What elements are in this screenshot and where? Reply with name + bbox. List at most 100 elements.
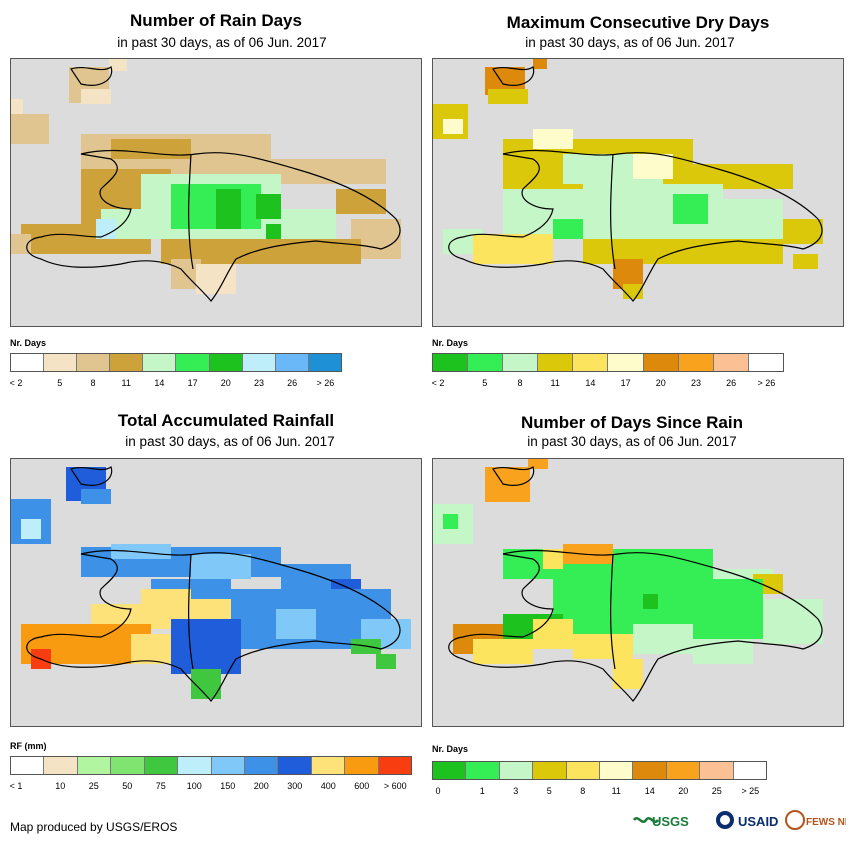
rain-days-title: Number of Rain Days bbox=[130, 11, 302, 30]
days-since-map-svg bbox=[433, 459, 823, 702]
rainfall-legend-label: 25 bbox=[88, 781, 99, 791]
days-since-legend-swatch bbox=[533, 762, 567, 779]
rain-days-legend-bar bbox=[10, 353, 342, 372]
rain-days-legend-swatch bbox=[209, 354, 243, 371]
usgs-logo: USGS bbox=[632, 814, 689, 829]
rain-days-legend-swatch bbox=[11, 354, 45, 371]
rain-days-legend-swatch bbox=[44, 354, 78, 371]
days-since-legend-swatch bbox=[433, 762, 467, 779]
days-since-coastline bbox=[448, 466, 823, 702]
dry-days-legend-label: 17 bbox=[620, 378, 631, 388]
rain-days-legend-label: 20 bbox=[220, 378, 231, 388]
dry-days-legend-label: 5 bbox=[482, 378, 488, 388]
rain-days-legend-swatch bbox=[275, 354, 309, 371]
dry-days-legend-label: < 2 bbox=[431, 378, 445, 388]
days-since-legend-swatch bbox=[566, 762, 601, 779]
days-since-legend-bar bbox=[432, 761, 767, 780]
days-since-legend-swatch bbox=[733, 762, 767, 779]
days-since-cells bbox=[433, 459, 823, 689]
rain-days-cells bbox=[11, 59, 401, 294]
rainfall-legend-swatch bbox=[178, 757, 212, 774]
days-since-legend-swatch bbox=[666, 762, 701, 779]
rainfall-cells bbox=[11, 467, 411, 699]
rain-days-legend-title: Nr. Days bbox=[10, 338, 47, 348]
days-since-subtitle: in past 30 days, as of 06 Jun. 2017 bbox=[527, 434, 737, 449]
days-since-legend-label: 0 bbox=[435, 786, 441, 796]
rainfall-legend-label: 400 bbox=[320, 781, 336, 791]
rain-days-legend-label: 23 bbox=[253, 378, 265, 388]
rainfall-title: Total Accumulated Rainfall bbox=[117, 411, 335, 430]
rain-days-legend-label: < 2 bbox=[9, 378, 23, 388]
rainfall-legend-swatch bbox=[378, 757, 412, 774]
days-since-legend-label: 3 bbox=[513, 786, 519, 796]
rain-days-legend-swatch bbox=[176, 354, 210, 371]
rainfall-legend-swatch bbox=[44, 757, 78, 774]
rainfall-legend-swatch bbox=[311, 757, 346, 774]
dry-days-map bbox=[432, 58, 844, 327]
rainfall-legend-swatch bbox=[77, 757, 112, 774]
dry-days-legend-swatch bbox=[608, 354, 644, 371]
rain-days-legend-label: > 26 bbox=[316, 378, 335, 388]
rainfall-legend-label: 10 bbox=[55, 781, 66, 791]
agency-logos: USGS USAID FEWS NET bbox=[632, 810, 846, 830]
rainfall-subtitle: in past 30 days, as of 06 Jun. 2017 bbox=[125, 434, 335, 449]
dry-days-legend-label: 23 bbox=[690, 378, 702, 388]
days-since-legend-title: Nr. Days bbox=[432, 744, 469, 754]
rainfall-legend-swatch bbox=[111, 757, 145, 774]
dry-days-cells bbox=[433, 59, 823, 299]
rainfall-legend-swatch bbox=[278, 757, 312, 774]
rainfall-coastline bbox=[26, 466, 401, 702]
rainfall-legend-label: 75 bbox=[155, 781, 166, 791]
rain-days-legend-swatch bbox=[77, 354, 111, 371]
dry-days-legend-label: > 26 bbox=[757, 378, 776, 388]
rainfall-legend-label: 600 bbox=[354, 781, 370, 791]
rain-days-legend-swatch bbox=[242, 354, 276, 371]
rainfall-legend-title: RF (mm) bbox=[10, 741, 47, 751]
dry-days-legend-swatch bbox=[503, 354, 539, 371]
rainfall-legend-label: 200 bbox=[253, 781, 269, 791]
rain-days-subtitle: in past 30 days, as of 06 Jun. 2017 bbox=[117, 35, 327, 50]
rainfall-map-svg bbox=[11, 466, 411, 702]
rain-days-legend-swatch bbox=[110, 354, 144, 371]
dry-days-legend-swatch bbox=[748, 354, 783, 371]
dry-days-map-svg bbox=[433, 59, 823, 302]
rainfall-legend-label: 150 bbox=[220, 781, 236, 791]
rainfall-legend-label: > 600 bbox=[383, 781, 407, 791]
days-since-legend-swatch bbox=[499, 762, 534, 779]
dry-days-legend-swatch bbox=[433, 354, 469, 371]
days-since-legend-label: 11 bbox=[611, 786, 621, 796]
days-since-map bbox=[432, 458, 844, 727]
days-since-legend-swatch bbox=[466, 762, 500, 779]
dry-days-legend-label: 11 bbox=[550, 378, 560, 388]
rain-days-legend-label: 8 bbox=[90, 378, 96, 388]
days-since-legend-label: 1 bbox=[479, 786, 485, 796]
dry-days-legend-swatch bbox=[678, 354, 714, 371]
days-since-legend-label: 20 bbox=[678, 786, 689, 796]
dry-days-legend-swatch bbox=[538, 354, 574, 371]
svg-text:USGS: USGS bbox=[652, 814, 689, 829]
days-since-legend-swatch bbox=[633, 762, 667, 779]
rainfall-legend-swatch bbox=[345, 757, 379, 774]
dry-days-legend-swatch bbox=[573, 354, 609, 371]
days-since-legend-swatch bbox=[600, 762, 634, 779]
dry-days-legend-swatch bbox=[468, 354, 504, 371]
rainfall-legend-swatch bbox=[144, 757, 179, 774]
dry-days-legend-label: 20 bbox=[655, 378, 666, 388]
days-since-legend-label: > 25 bbox=[741, 786, 760, 796]
days-since-legend-swatch bbox=[700, 762, 734, 779]
dry-days-legend-swatch bbox=[713, 354, 749, 371]
svg-text:USAID: USAID bbox=[738, 814, 778, 829]
days-since-legend-label: 8 bbox=[580, 786, 586, 796]
dry-days-legend-swatch bbox=[643, 354, 679, 371]
rainfall-map bbox=[10, 458, 422, 727]
dry-days-legend-label: 14 bbox=[585, 378, 596, 388]
dry-days-legend-label: 8 bbox=[517, 378, 523, 388]
dry-days-subtitle: in past 30 days, as of 06 Jun. 2017 bbox=[525, 35, 735, 50]
rainfall-legend-swatch bbox=[211, 757, 245, 774]
dry-days-title: Maximum Consecutive Dry Days bbox=[506, 13, 770, 32]
fewsnet-logo: FEWS NET bbox=[785, 810, 846, 830]
rainfall-legend-label: < 1 bbox=[9, 781, 23, 791]
rainfall-legend-bar bbox=[10, 756, 412, 775]
rain-days-map bbox=[10, 58, 422, 327]
map-credit: Map produced by USGS/EROS bbox=[10, 820, 178, 834]
